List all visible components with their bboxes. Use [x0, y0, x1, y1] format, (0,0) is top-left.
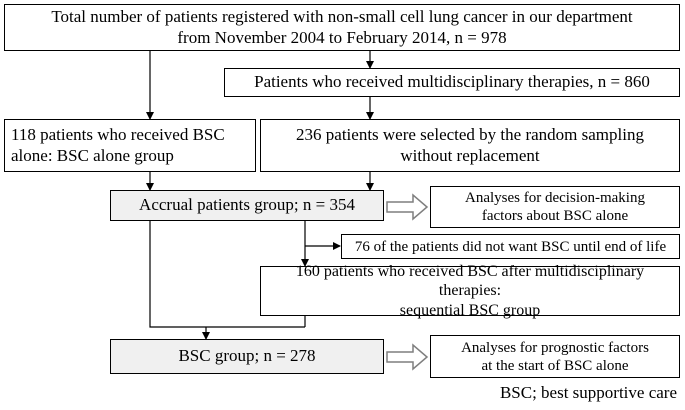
bsc-alone-text: 118 patients who received BSC alone: BSC… — [11, 125, 225, 165]
accrual-group-text: Accrual patients group; n = 354 — [139, 195, 355, 215]
prognostic-analysis-text: Analyses for prognostic factors at the s… — [461, 339, 649, 374]
bsc-alone-box: 118 patients who received BSC alone: BSC… — [4, 119, 256, 172]
hollow-arrow-decision — [386, 193, 429, 221]
sequential-bsc-text: 160 patients who received BSC after mult… — [295, 263, 645, 319]
prognostic-analysis-box: Analyses for prognostic factors at the s… — [430, 335, 680, 378]
random-sampling-text: 236 patients were selected by the random… — [296, 125, 644, 165]
decision-analysis-box: Analyses for decision-making factors abo… — [430, 186, 680, 228]
bsc-group-box: BSC group; n = 278 — [110, 339, 384, 374]
multidisciplinary-box: Patients who received multidisciplinary … — [224, 68, 680, 97]
random-sampling-box: 236 patients were selected by the random… — [260, 119, 680, 172]
multidisciplinary-text: Patients who received multidisciplinary … — [254, 72, 650, 92]
accrual-group-box: Accrual patients group; n = 354 — [110, 190, 384, 221]
total-patients-box: Total number of patients registered with… — [4, 4, 680, 51]
decision-analysis-text: Analyses for decision-making factors abo… — [465, 190, 645, 224]
excluded-patients-text: 76 of the patients did not want BSC unti… — [354, 238, 667, 255]
total-patients-text: Total number of patients registered with… — [51, 7, 633, 47]
abbreviation-legend: BSC; best supportive care — [499, 383, 677, 402]
hollow-arrow-prognostic — [386, 343, 429, 371]
bsc-group-text: BSC group; n = 278 — [178, 346, 316, 366]
excluded-patients-box: 76 of the patients did not want BSC unti… — [341, 234, 680, 259]
line-accrual-to-bsc-group — [149, 221, 305, 328]
sequential-bsc-box: 160 patients who received BSC after mult… — [260, 263, 680, 319]
